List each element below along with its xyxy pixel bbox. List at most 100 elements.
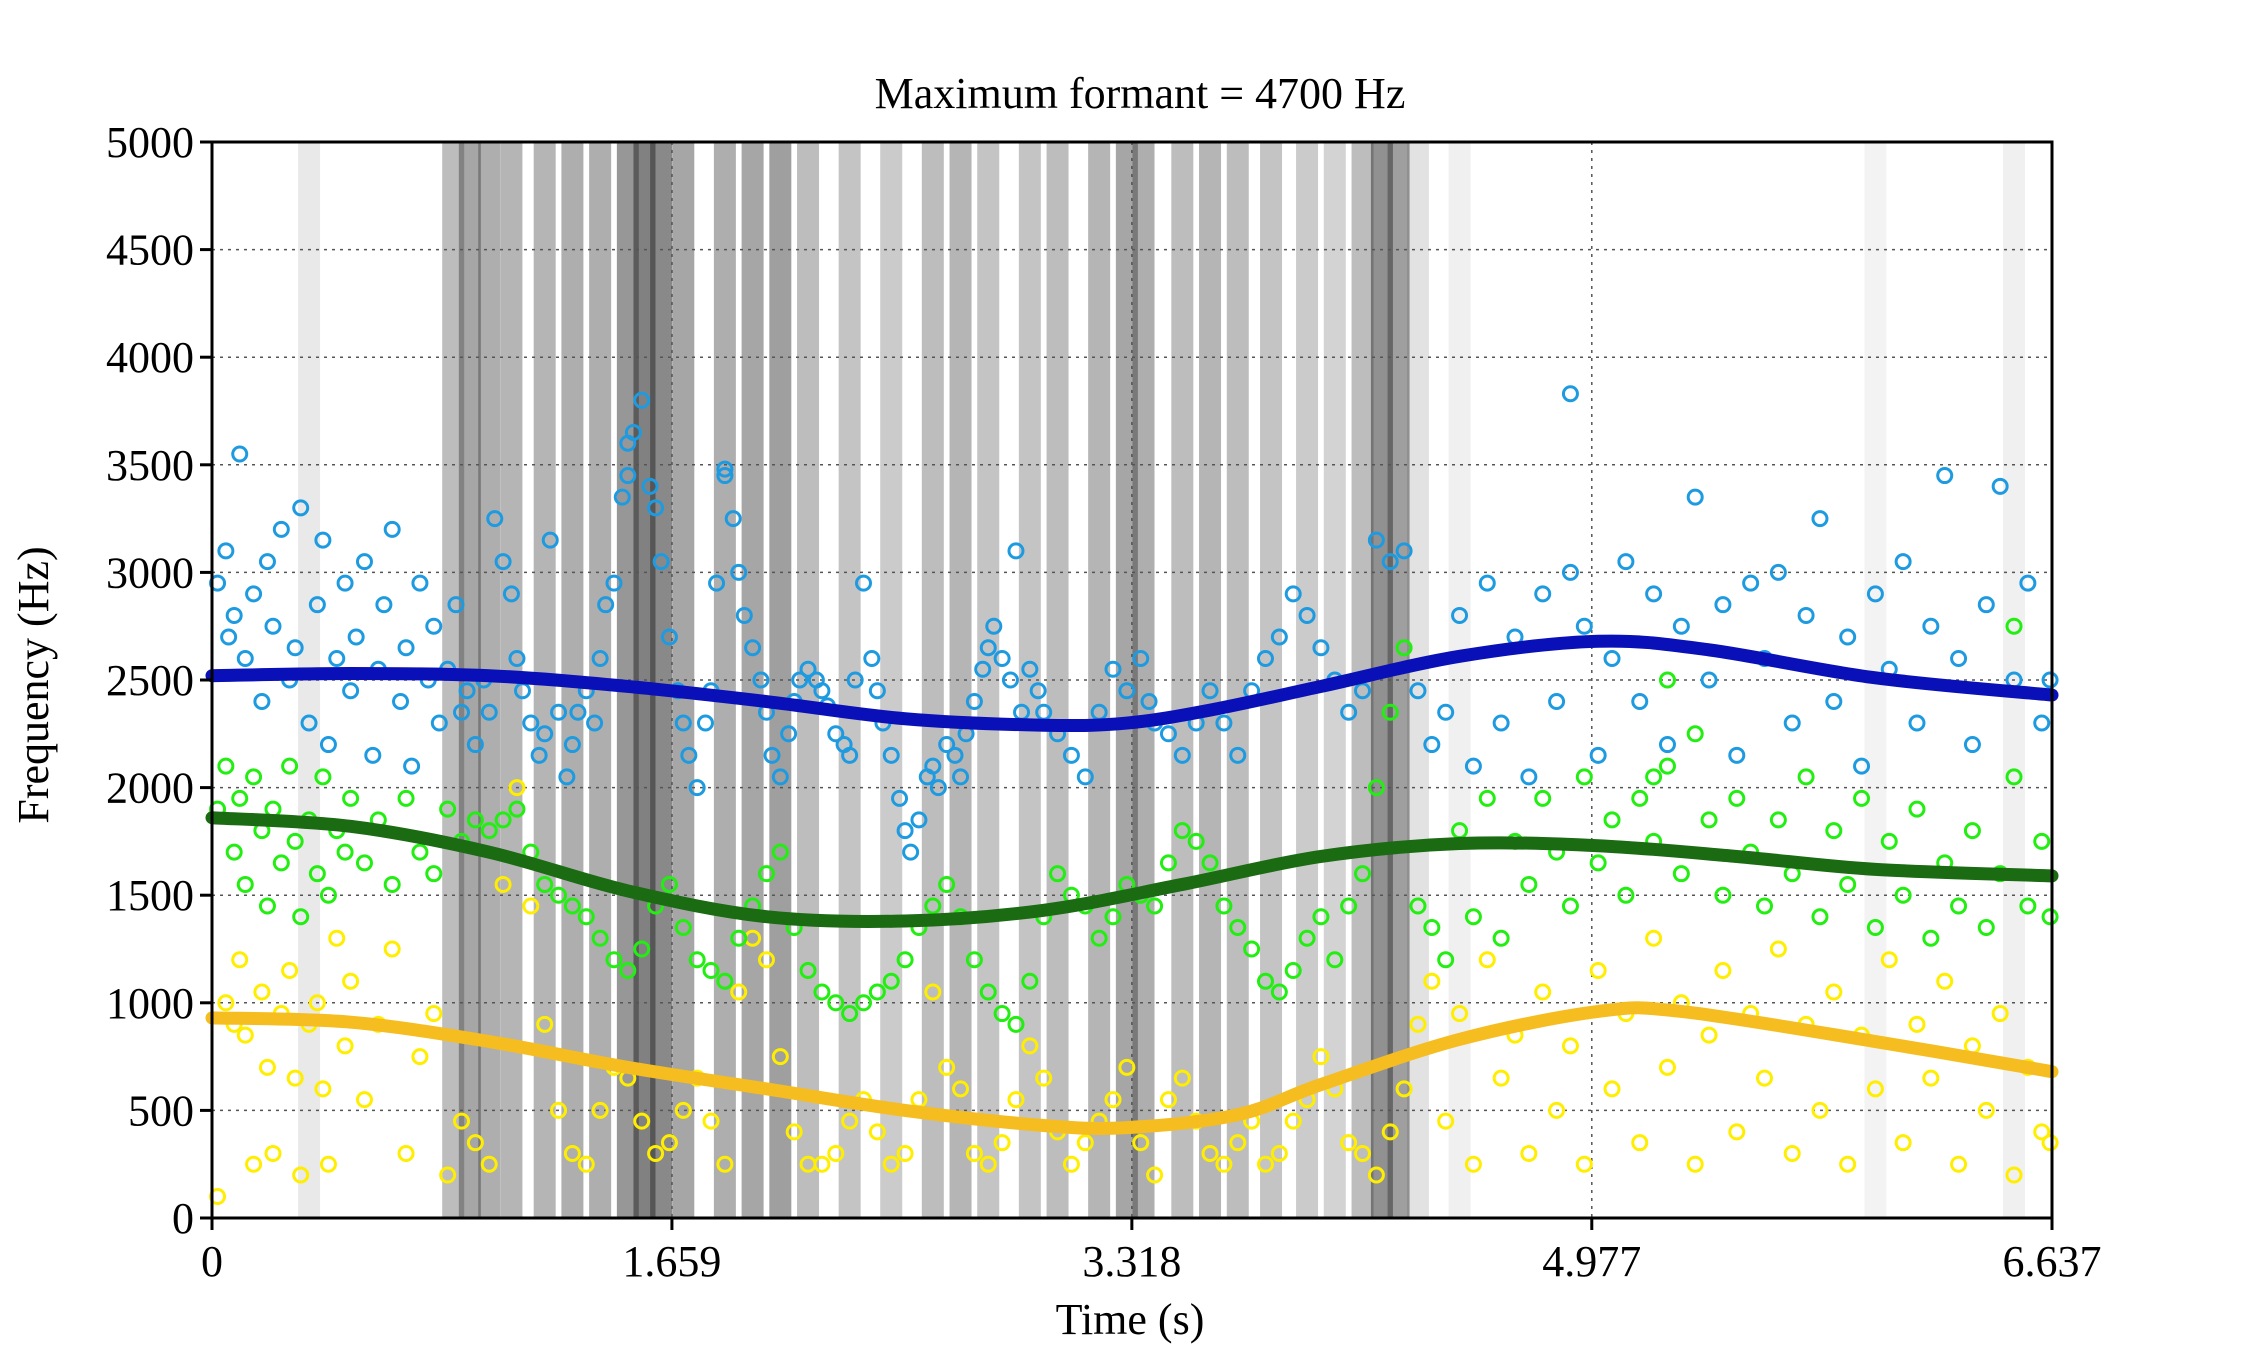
f3-point xyxy=(480,703,498,721)
smooth-tracks xyxy=(205,634,2059,1135)
f1-point xyxy=(660,1134,678,1152)
f2-point xyxy=(1104,908,1122,926)
spectrogram-band-23 xyxy=(1088,142,1111,1218)
f3-point xyxy=(813,682,831,700)
f2-point xyxy=(1256,972,1274,990)
f1-point xyxy=(1783,1144,1801,1162)
f2-point xyxy=(1270,983,1288,1001)
f2-point xyxy=(882,972,900,990)
f3-point xyxy=(633,391,651,409)
f3-point xyxy=(882,746,900,764)
f3-point xyxy=(1603,649,1621,667)
f3-point xyxy=(1395,542,1413,560)
f1-point xyxy=(1354,1144,1372,1162)
f2-point xyxy=(827,994,845,1012)
f3-point xyxy=(1159,725,1177,743)
f2-point xyxy=(355,854,373,872)
f3-point xyxy=(1492,714,1510,732)
f1-point xyxy=(355,1091,373,1109)
f3-point xyxy=(613,488,631,506)
f3-point xyxy=(1922,617,1940,635)
f2-point xyxy=(619,962,637,980)
f2-point xyxy=(1950,897,1968,915)
f3-point xyxy=(536,725,554,743)
f1-point xyxy=(1021,1037,1039,1055)
f1-point xyxy=(1825,983,1843,1001)
f1-point xyxy=(952,1080,970,1098)
f3-point xyxy=(660,628,678,646)
f2-point xyxy=(771,843,789,861)
f2-point xyxy=(245,768,263,786)
f2-point xyxy=(979,983,997,1001)
f3-point xyxy=(744,639,762,657)
f1-point xyxy=(453,1112,471,1130)
f1-point xyxy=(522,897,540,915)
f1-point xyxy=(633,1112,651,1130)
f3-point xyxy=(854,574,872,592)
y-tick-label: 3500 xyxy=(106,441,194,490)
f2-point xyxy=(1021,972,1039,990)
f1-point xyxy=(397,1144,415,1162)
f2-point xyxy=(1298,929,1316,947)
f3-point xyxy=(1742,574,1760,592)
f3-point xyxy=(1173,746,1191,764)
f3-point xyxy=(1561,563,1579,581)
f1-point xyxy=(1839,1155,1857,1173)
f3-point xyxy=(1464,757,1482,775)
f2-point xyxy=(1229,918,1247,936)
spectrogram-band-36 xyxy=(1448,142,1471,1218)
f1-point xyxy=(1589,962,1607,980)
f1-point xyxy=(1658,1058,1676,1076)
f2-point xyxy=(1908,800,1926,818)
f3-point xyxy=(2041,671,2059,689)
f2-point xyxy=(1534,789,1552,807)
spectrogram-band-29 xyxy=(1260,142,1283,1218)
f3-point xyxy=(1478,574,1496,592)
f2-point xyxy=(896,951,914,969)
f2-point xyxy=(1728,789,1746,807)
f2-point xyxy=(799,962,817,980)
f1-point xyxy=(577,1155,595,1173)
grid xyxy=(212,142,2052,1218)
f1-point xyxy=(1756,1069,1774,1087)
f3-point xyxy=(1029,682,1047,700)
f3-point xyxy=(771,768,789,786)
f3-point xyxy=(319,736,337,754)
f3-point xyxy=(1437,703,1455,721)
f2-point xyxy=(508,800,526,818)
f3-point xyxy=(1534,585,1552,603)
f3-point xyxy=(1270,628,1288,646)
spectrogram-band-17 xyxy=(880,142,903,1218)
f3-point xyxy=(1658,736,1676,754)
f2-point xyxy=(225,843,243,861)
f1-point xyxy=(993,1134,1011,1152)
f2-point xyxy=(1354,865,1372,883)
f3-point xyxy=(1866,585,1884,603)
f1-point xyxy=(1769,940,1787,958)
f1-point xyxy=(264,1144,282,1162)
f3-point xyxy=(605,574,623,592)
f3-point xyxy=(397,639,415,657)
f2-point xyxy=(1007,1015,1025,1033)
f3-point xyxy=(569,703,587,721)
f3-point xyxy=(1645,585,1663,603)
f2-point xyxy=(965,951,983,969)
f3-point xyxy=(1229,746,1247,764)
f3-point xyxy=(1076,768,1094,786)
f3-point xyxy=(1853,757,1871,775)
f1-point xyxy=(1395,1080,1413,1098)
f3-point xyxy=(336,574,354,592)
f3-point xyxy=(1284,585,1302,603)
f3-point xyxy=(264,617,282,635)
f3-point xyxy=(1561,385,1579,403)
f2-point xyxy=(702,962,720,980)
f2-point xyxy=(342,789,360,807)
f2-point xyxy=(591,929,609,947)
f1-point xyxy=(1714,962,1732,980)
f3-point xyxy=(688,779,706,797)
f3-point xyxy=(974,660,992,678)
y-axis-ticks: 0 500 1000 1500 2000 2500 3000 3500 4000 4500 5000 xyxy=(106,118,212,1243)
f3-point xyxy=(231,445,249,463)
f3-point xyxy=(502,585,520,603)
